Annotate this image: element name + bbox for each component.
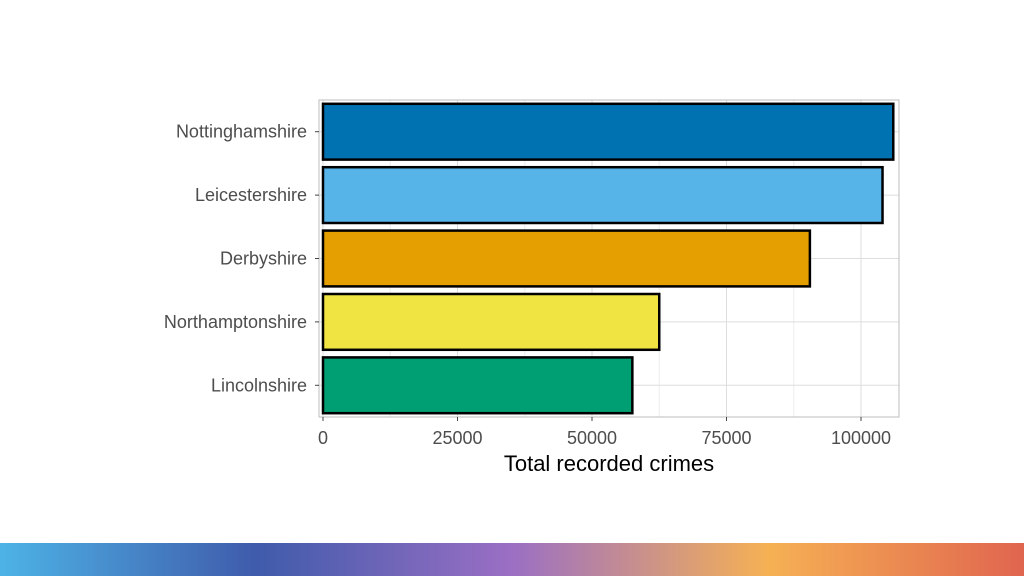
x-tick-label: 0 bbox=[318, 428, 328, 448]
y-tick-label: Nottinghamshire bbox=[176, 122, 307, 142]
x-axis-labels: 0 25000 50000 75000 100000 bbox=[318, 417, 891, 448]
bar-nottinghamshire bbox=[321, 102, 895, 161]
bar-northamptonshire bbox=[321, 292, 661, 352]
bar-lincolnshire bbox=[321, 356, 634, 415]
x-tick-label: 25000 bbox=[432, 428, 482, 448]
y-axis-labels: Nottinghamshire Leicestershire Derbyshire N… bbox=[164, 122, 319, 395]
x-tick-label: 100000 bbox=[831, 428, 891, 448]
bar-derbyshire bbox=[321, 229, 812, 288]
y-tick-label: Leicestershire bbox=[195, 185, 307, 205]
y-tick-label: Derbyshire bbox=[220, 249, 307, 269]
y-tick-label: Northamptonshire bbox=[164, 312, 307, 332]
footer-gradient-band bbox=[0, 543, 1024, 576]
y-tick-label: Lincolnshire bbox=[211, 375, 307, 395]
x-tick-label: 50000 bbox=[567, 428, 617, 448]
x-tick-label: 75000 bbox=[701, 428, 751, 448]
plot-panel bbox=[318, 99, 900, 418]
x-axis-title: Total recorded crimes bbox=[504, 451, 714, 476]
bar-leicestershire bbox=[321, 165, 884, 225]
